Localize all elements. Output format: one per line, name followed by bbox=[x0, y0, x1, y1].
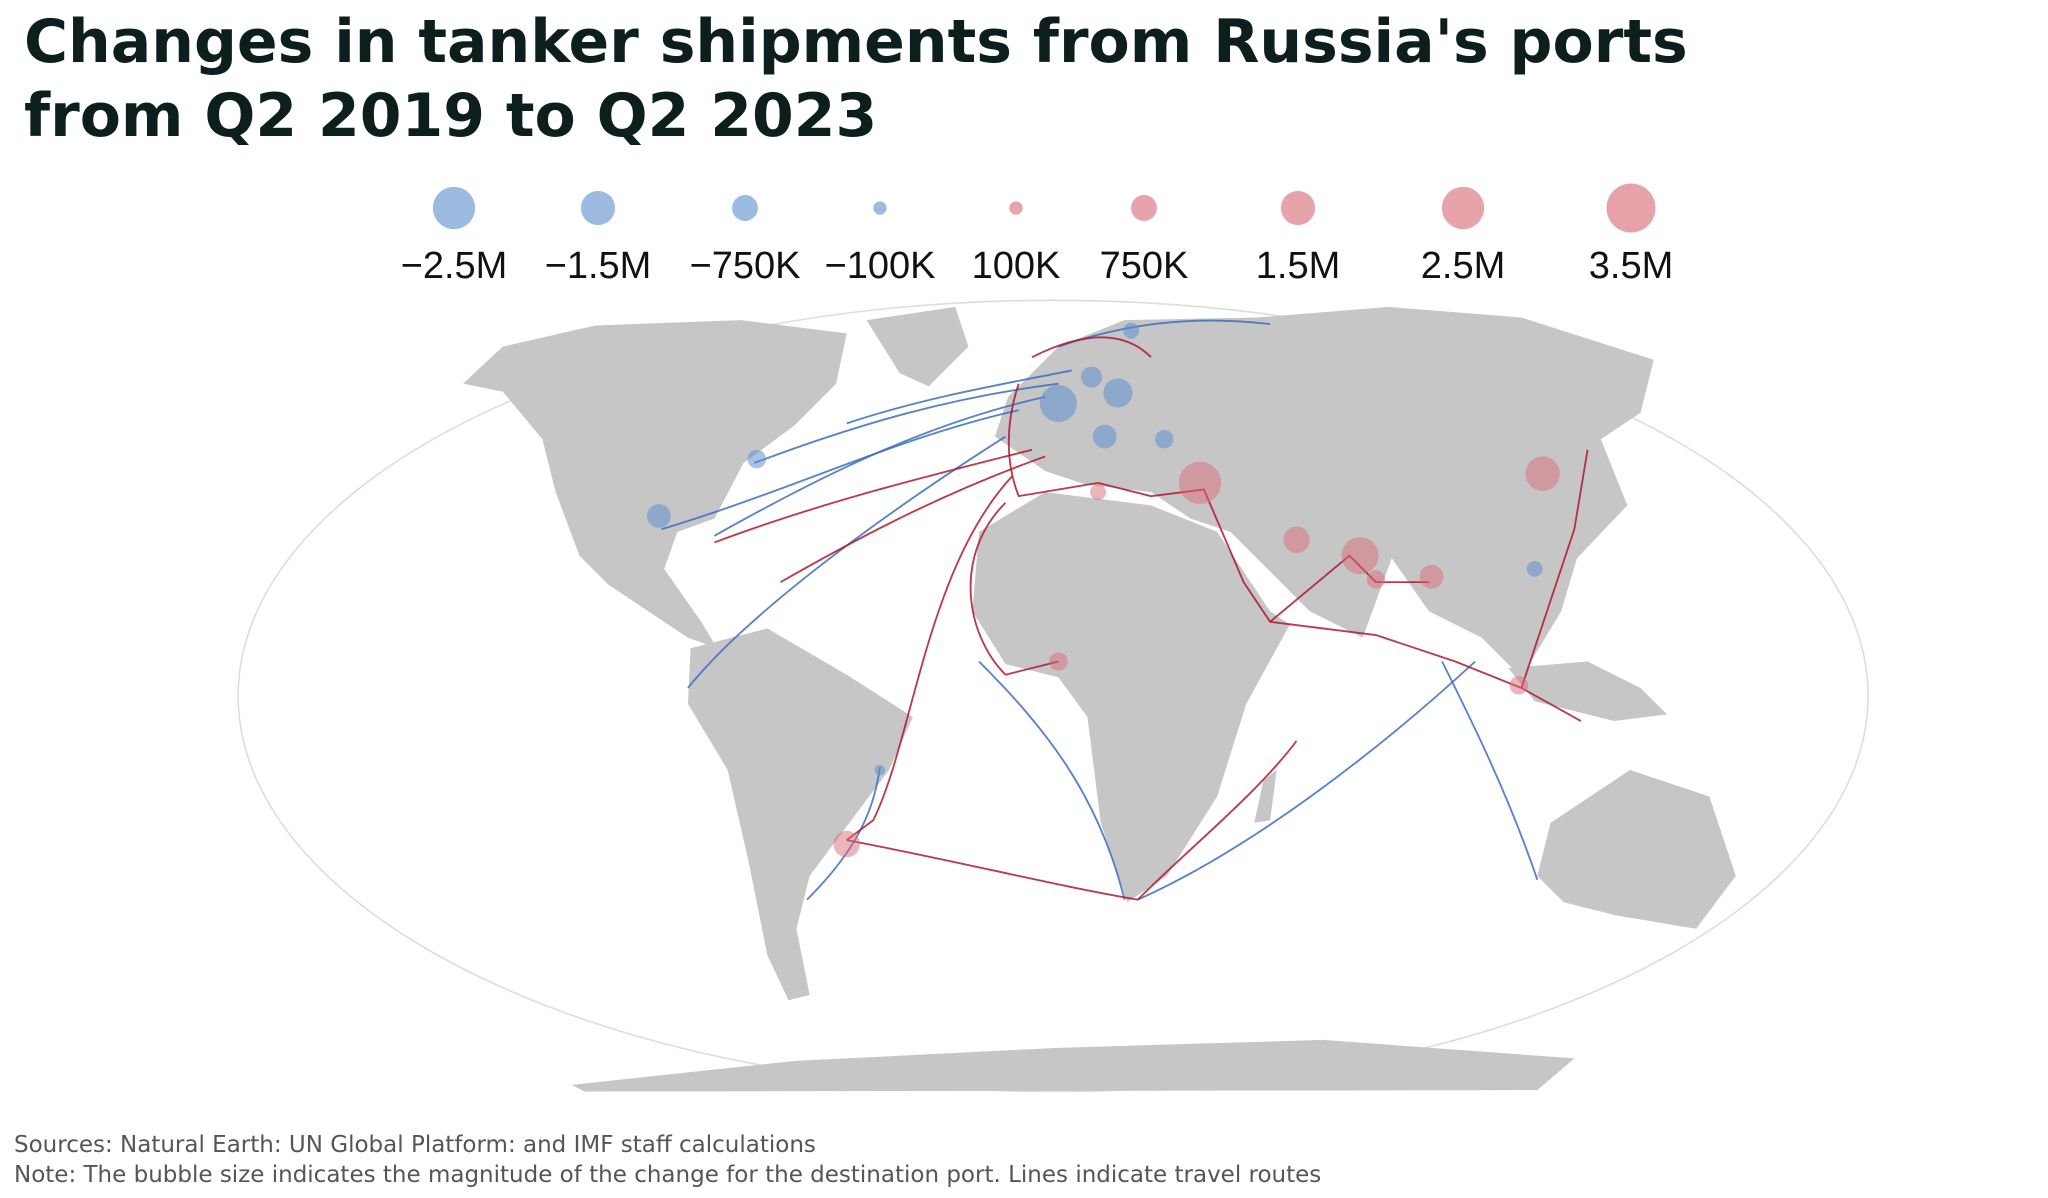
legend-label: 2.5M bbox=[1421, 245, 1505, 287]
legend-bubble bbox=[1280, 190, 1316, 226]
legend-bubble bbox=[1441, 186, 1485, 230]
note: Note: The bubble size indicates the magn… bbox=[14, 1162, 1321, 1188]
legend-bubble bbox=[1009, 201, 1023, 215]
port-bubbles bbox=[646, 322, 1560, 858]
title-line: Changes in tanker shipments from Russia'… bbox=[24, 7, 1688, 77]
legend: −2.5M −1.5M −750K −100K 100K 750K 1.5M 2.5M 3.5M bbox=[401, 183, 1673, 287]
sources: Sources: Natural Earth: UN Global Platfo… bbox=[14, 1132, 816, 1158]
map bbox=[237, 299, 1869, 1093]
legend-bubble bbox=[873, 201, 887, 215]
legend-label: 100K bbox=[972, 245, 1061, 287]
legend-bubble bbox=[1606, 183, 1656, 233]
legend-label: 3.5M bbox=[1589, 245, 1673, 287]
title-line: from Q2 2019 to Q2 2023 bbox=[24, 81, 877, 151]
legend-label: −100K bbox=[825, 245, 936, 287]
legend-bubble bbox=[732, 195, 758, 221]
legend-bubble bbox=[432, 186, 476, 230]
legend-bubble bbox=[1131, 195, 1157, 221]
land bbox=[463, 306, 1736, 1092]
legend-label: −750K bbox=[690, 245, 801, 287]
legend-bubble bbox=[580, 190, 616, 226]
legend-label: −2.5M bbox=[401, 245, 508, 287]
legend-label: −1.5M bbox=[545, 245, 652, 287]
legend-label: 750K bbox=[1100, 245, 1189, 287]
legend-label: 1.5M bbox=[1256, 245, 1340, 287]
